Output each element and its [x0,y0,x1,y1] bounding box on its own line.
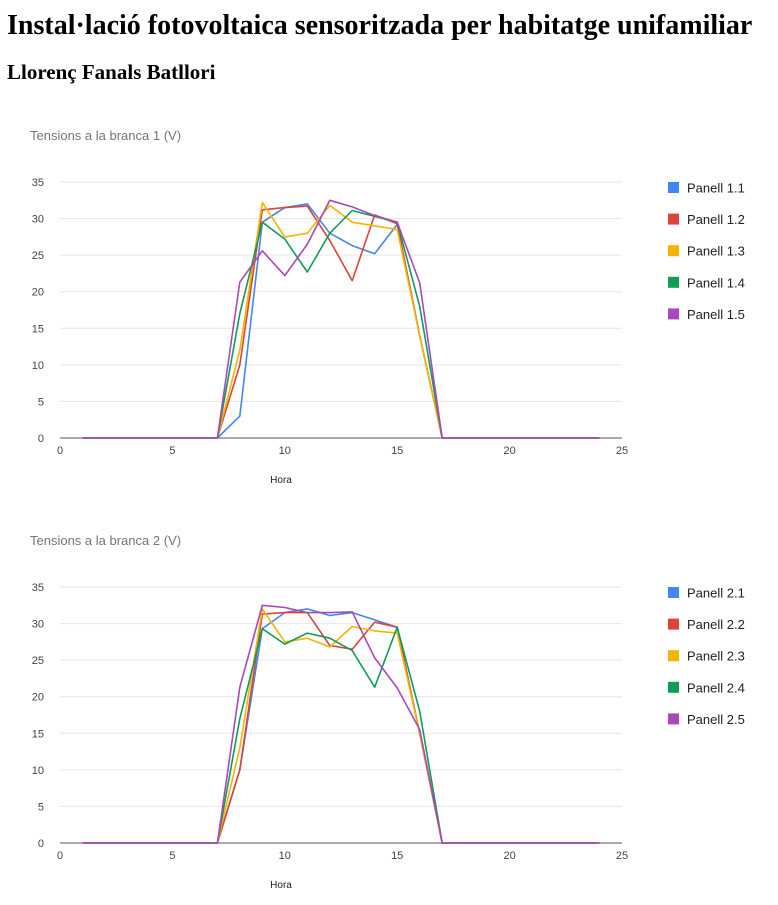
x-tick-label: 15 [391,850,403,862]
legend-swatch [668,276,679,288]
legend-swatch [668,587,679,598]
legend-swatch [668,245,679,257]
series-line [82,611,600,844]
page-author: Llorenç Fanals Batllori [7,60,216,84]
x-tick-label: 5 [169,850,175,862]
x-tick-label: 15 [391,445,403,457]
y-tick-label: 0 [38,838,44,850]
x-tick-label: 0 [57,445,63,457]
series-line [82,604,600,844]
legend-label: Panell 1.5 [687,307,745,322]
chart-title: Tensions a la branca 1 (V) [30,128,181,143]
y-tick-label: 15 [32,323,44,335]
legend-swatch [668,182,679,193]
chart-title: Tensions a la branca 2 (V) [30,533,181,548]
legend-swatch [668,713,679,725]
series-line [82,626,600,844]
y-tick-label: 25 [32,250,44,262]
series-line [82,199,600,439]
y-tick-label: 35 [32,177,44,189]
legend-label: Panell 1.2 [687,212,745,227]
x-tick-label: 10 [279,445,291,457]
chart-branca-1: Tensions a la branca 1 (V) 0 5 10 15 20 25 30 35… [0,110,778,500]
x-tick-label: 10 [279,850,291,862]
legend-swatch [668,681,679,693]
legend-label: Panell 2.1 [687,586,745,601]
x-tick-label: 5 [169,445,175,457]
series-line [82,203,600,439]
legend-label: Panell 2.2 [687,617,745,632]
y-tick-label: 10 [32,765,44,777]
x-tick-label: 0 [57,850,63,862]
y-tick-label: 0 [38,433,44,445]
chart-branca-2: Tensions a la branca 2 (V) 0 5 10 15 20 25 30 35… [0,515,778,905]
series-line [82,209,600,439]
y-tick-label: 5 [38,801,44,813]
chart-svg: Tensions a la branca 1 (V) 0 5 10 15 20 25 30 35… [30,128,745,486]
y-tick-label: 10 [32,360,44,372]
legend-swatch [668,618,679,630]
x-tick-label: 20 [503,850,515,862]
y-tick-label: 20 [32,692,44,704]
legend-swatch [668,308,679,320]
x-tick-label: 25 [616,850,628,862]
y-tick-label: 15 [32,728,44,740]
x-axis-label: Hora [270,880,292,891]
y-tick-label: 25 [32,655,44,667]
chart-svg: Tensions a la branca 2 (V) 0 5 10 15 20 25 30 35… [30,533,745,891]
series-line [82,205,600,439]
y-tick-label: 30 [32,214,44,226]
y-tick-label: 30 [32,619,44,631]
legend-label: Panell 2.4 [687,680,745,695]
y-tick-label: 20 [32,287,44,299]
legend-label: Panell 1.4 [687,275,745,290]
y-tick-label: 5 [38,396,44,408]
legend-label: Panell 1.1 [687,181,745,196]
x-tick-label: 20 [503,445,515,457]
legend-label: Panell 2.3 [687,649,745,664]
legend-label: Panell 1.3 [687,244,745,259]
y-tick-label: 35 [32,582,44,594]
series-line [82,201,600,439]
legend-swatch [668,650,679,662]
x-tick-label: 25 [616,445,628,457]
legend-swatch [668,213,679,225]
x-axis-label: Hora [270,475,292,486]
legend-label: Panell 2.5 [687,712,745,727]
page-title: Instal·lació fotovoltaica sensoritzada p… [7,10,753,41]
